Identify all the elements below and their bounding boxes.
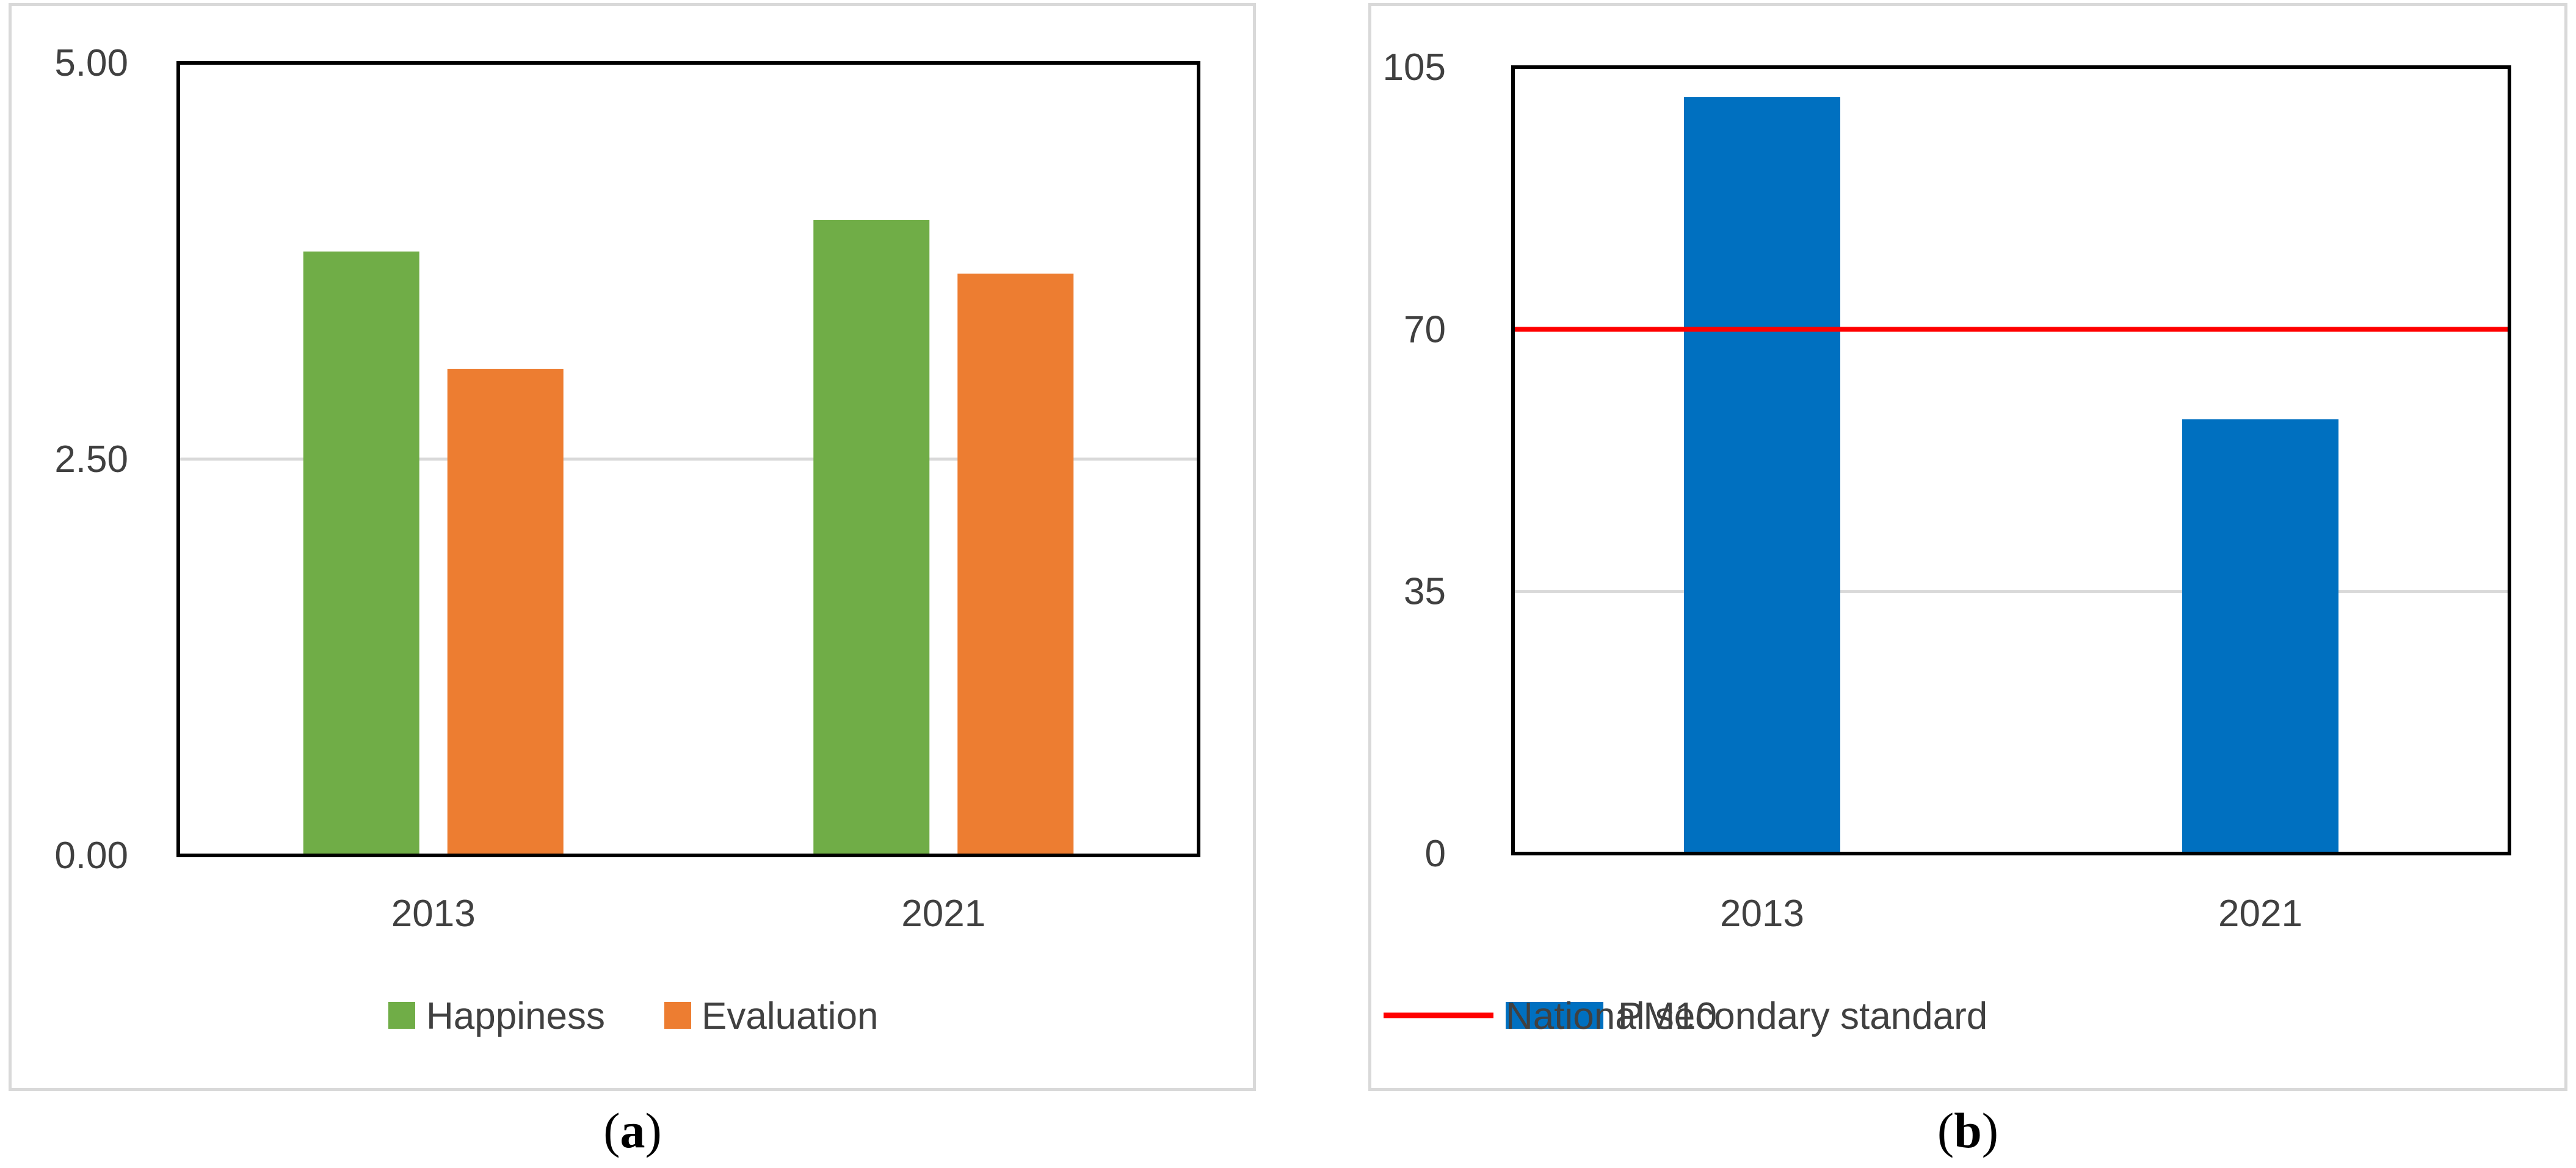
x-category-label: 2021	[2218, 893, 2302, 935]
bar-happiness-2013	[303, 251, 419, 855]
caption-a: (a)	[603, 1103, 662, 1158]
legend-label: Evaluation	[702, 995, 879, 1037]
y-tick-label: 105	[1383, 46, 1446, 89]
legend-label: National secondary standard	[1506, 995, 1987, 1037]
legend-swatch	[1506, 1002, 1603, 1029]
x-category-label: 2013	[391, 893, 476, 935]
legend-label: Happiness	[426, 995, 605, 1037]
x-category-label: 2021	[901, 893, 985, 935]
caption-a-letter: a	[620, 1103, 645, 1158]
plot-area-border	[1511, 65, 2511, 855]
bar-evaluation-2013	[447, 369, 564, 855]
y-tick-label: 5.00	[54, 42, 128, 84]
legend-swatch	[664, 1002, 691, 1029]
plot-area-border	[176, 61, 1200, 857]
y-tick-label: 35	[1404, 571, 1446, 613]
bar-evaluation-2021	[957, 274, 1074, 855]
caption-b-letter: b	[1954, 1103, 1982, 1158]
y-tick-label: 0.00	[54, 835, 128, 877]
panel-b-frame	[1368, 3, 2567, 1091]
bar-pm10-2021	[2182, 419, 2338, 854]
caption-b: (b)	[1937, 1103, 1999, 1158]
bar-pm10-2013	[1684, 97, 1840, 854]
bar-happiness-2021	[813, 220, 930, 855]
y-tick-label: 70	[1404, 308, 1446, 350]
chart-panel-a: 0.00 2.50 5.00 2013 2021 Happiness Evaluation	[54, 42, 1200, 1037]
legend-swatch	[388, 1002, 415, 1029]
y-tick-label: 2.50	[54, 438, 128, 481]
legend-label: PM10	[1618, 995, 1717, 1037]
y-tick-label: 0	[1425, 833, 1446, 875]
x-category-label: 2013	[1720, 893, 1804, 935]
